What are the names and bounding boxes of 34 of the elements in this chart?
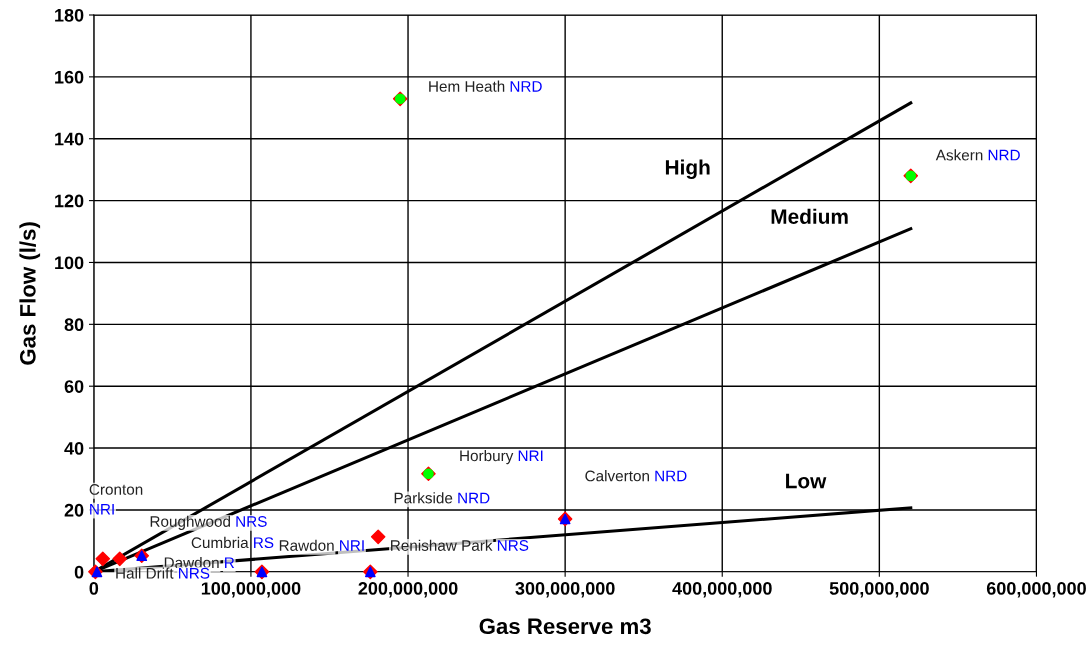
y-tick-label: 40 <box>64 442 84 455</box>
y-tick-label: 120 <box>55 194 84 208</box>
annotation: Calverton NRD <box>585 470 687 482</box>
y-tick-label: 180 <box>55 8 84 22</box>
x-tick-label: 500,000,000 <box>829 582 929 598</box>
annotation: High <box>665 159 710 179</box>
y-tick-label: 140 <box>55 132 84 146</box>
x-tick-label: 300,000,000 <box>515 582 615 598</box>
annotation: Renishaw Park NRS <box>391 539 529 551</box>
annotation: Askern NRD <box>935 149 1020 161</box>
x-tick-label: 100,000,000 <box>201 582 301 598</box>
y-axis-title: Gas Flow (l/s) <box>19 222 41 365</box>
x-tick-label: 400,000,000 <box>672 582 772 598</box>
y-tick-label: 160 <box>55 70 84 84</box>
x-tick-label: 0 <box>89 582 99 595</box>
y-tick-label: 80 <box>64 318 84 332</box>
annotation: Horbury NRI <box>460 449 543 465</box>
annotation: Cronton NRI <box>89 484 143 515</box>
x-tick-label: 200,000,000 <box>358 582 458 598</box>
annotation: Rawdon NRI <box>279 539 364 551</box>
annotation: Low <box>786 473 827 489</box>
y-tick-label: 0 <box>74 565 84 579</box>
annotation: Hall Drift NRS <box>116 567 210 579</box>
annotation: Medium <box>771 208 848 224</box>
annotation: Parkside NRD <box>394 492 490 504</box>
annotation: Cumbria RS <box>191 536 274 549</box>
y-tick-label: 20 <box>64 503 84 517</box>
annotation: Dawdon R <box>164 556 235 569</box>
x-axis-title: Gas Reserve m3 <box>479 618 651 635</box>
annotation: Hem Heath NRD <box>429 80 542 92</box>
x-tick-label: 600,000,000 <box>986 582 1086 598</box>
y-tick-label: 100 <box>55 256 84 270</box>
annotation: Roughwood NRS <box>150 515 267 530</box>
y-tick-label: 60 <box>64 380 84 393</box>
